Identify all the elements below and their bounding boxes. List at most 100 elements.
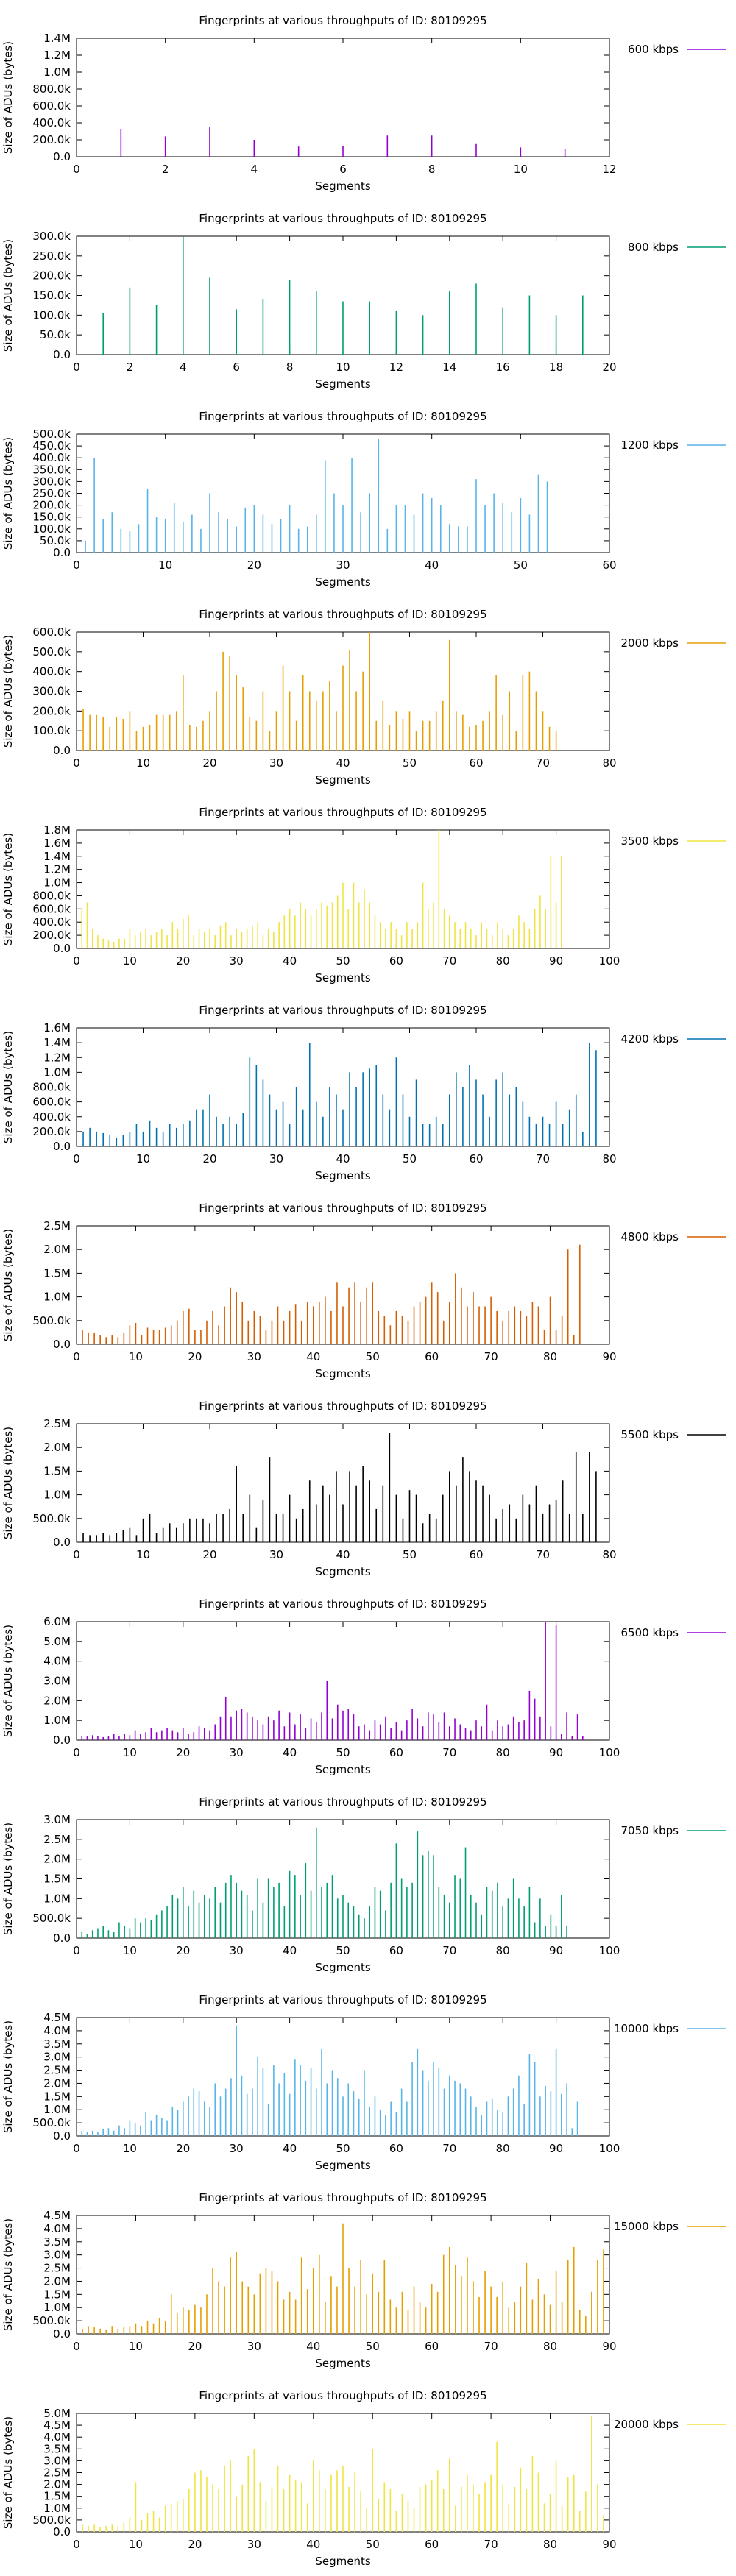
x-tick-label: 50 xyxy=(403,756,417,770)
chart-panel: Fingerprints at various throughputs of I… xyxy=(0,2375,736,2573)
y-tick-label: 2.5M xyxy=(43,2262,71,2275)
x-tick-label: 18 xyxy=(549,361,563,374)
x-tick-label: 10 xyxy=(136,1152,150,1165)
y-tick-label: 4.5M xyxy=(43,2209,71,2222)
x-tick-label: 60 xyxy=(469,756,483,770)
y-tick-label: 1.5M xyxy=(43,1873,71,1886)
chart-panel: Fingerprints at various throughputs of I… xyxy=(0,990,736,1188)
x-tick-label: 6 xyxy=(339,163,347,176)
y-tick-label: 0.0 xyxy=(53,1931,71,1945)
chart-panel: Fingerprints at various throughputs of I… xyxy=(0,1781,736,1979)
x-axis-label: Segments xyxy=(315,2159,371,2172)
y-tick-label: 350.0k xyxy=(32,463,71,476)
y-axis-label: Size of ADUs (bytes) xyxy=(1,635,15,748)
x-tick-label: 0 xyxy=(73,756,80,770)
chart-panel: Fingerprints at various throughputs of I… xyxy=(0,1583,736,1781)
x-tick-label: 80 xyxy=(543,1350,557,1363)
y-tick-label: 2.5M xyxy=(43,2466,71,2480)
y-tick-label: 3.5M xyxy=(43,2235,71,2249)
chart-title: Fingerprints at various throughputs of I… xyxy=(199,1597,486,1611)
chart-svg: Fingerprints at various throughputs of I… xyxy=(1,212,726,391)
y-tick-label: 2.5M xyxy=(43,1219,71,1232)
x-tick-label: 90 xyxy=(549,954,563,968)
y-tick-label: 3.5M xyxy=(43,2037,71,2051)
y-tick-label: 1.5M xyxy=(43,2090,71,2103)
y-tick-label: 2.0M xyxy=(43,1441,71,1454)
x-tick-label: 40 xyxy=(306,2340,320,2353)
y-tick-label: 0.0 xyxy=(53,1140,71,1153)
x-tick-label: 30 xyxy=(230,2142,244,2155)
x-tick-label: 12 xyxy=(389,361,403,374)
legend-label: 600 kbps xyxy=(628,43,679,56)
chart-svg: Fingerprints at various throughputs of I… xyxy=(1,1993,726,2172)
y-tick-label: 500.0k xyxy=(32,2314,71,2327)
legend-label: 7050 kbps xyxy=(621,1824,679,1837)
chart-title: Fingerprints at various throughputs of I… xyxy=(199,410,486,423)
x-tick-label: 70 xyxy=(484,1350,498,1363)
x-tick-label: 20 xyxy=(202,1548,216,1561)
y-tick-label: 1.0M xyxy=(43,1065,71,1079)
y-tick-label: 500.0k xyxy=(32,1314,71,1327)
y-tick-label: 200.0k xyxy=(32,929,71,942)
x-tick-label: 0 xyxy=(73,2340,80,2353)
chart-svg: Fingerprints at various throughputs of I… xyxy=(1,1202,726,1380)
x-tick-label: 30 xyxy=(247,2340,261,2353)
x-tick-label: 90 xyxy=(549,2142,563,2155)
chart-svg: Fingerprints at various throughputs of I… xyxy=(1,2389,726,2568)
x-tick-label: 20 xyxy=(202,756,216,770)
x-tick-label: 80 xyxy=(543,2538,557,2551)
y-tick-label: 1.4M xyxy=(43,1036,71,1049)
x-tick-label: 2 xyxy=(162,163,169,176)
x-tick-label: 10 xyxy=(129,2340,143,2353)
y-tick-label: 0.0 xyxy=(53,744,71,757)
chart-svg: Fingerprints at various throughputs of I… xyxy=(1,1795,726,1974)
legend-label: 4200 kbps xyxy=(621,1032,679,1046)
y-tick-label: 0.0 xyxy=(53,2525,71,2538)
y-tick-label: 2.5M xyxy=(43,1417,71,1430)
x-axis-label: Segments xyxy=(315,773,371,787)
x-tick-label: 10 xyxy=(123,1746,137,1759)
x-tick-label: 50 xyxy=(514,558,528,572)
x-tick-label: 60 xyxy=(425,1350,439,1363)
x-tick-label: 40 xyxy=(336,1548,350,1561)
x-tick-label: 60 xyxy=(389,1746,403,1759)
x-tick-label: 10 xyxy=(123,1944,137,1957)
x-tick-label: 0 xyxy=(73,1152,80,1165)
y-tick-label: 450.0k xyxy=(32,439,71,453)
y-axis-label: Size of ADUs (bytes) xyxy=(1,2020,15,2133)
y-tick-label: 0.0 xyxy=(53,2327,71,2341)
y-tick-label: 3.0M xyxy=(43,2051,71,2064)
x-tick-label: 20 xyxy=(602,361,616,374)
y-tick-label: 0.0 xyxy=(53,1734,71,1747)
y-tick-label: 1.5M xyxy=(43,2490,71,2503)
y-tick-label: 500.0k xyxy=(32,2116,71,2129)
legend-label: 800 kbps xyxy=(628,241,679,254)
x-tick-label: 40 xyxy=(283,1746,297,1759)
x-tick-label: 0 xyxy=(73,361,80,374)
x-tick-label: 12 xyxy=(602,163,616,176)
x-tick-label: 0 xyxy=(73,1548,80,1561)
y-tick-label: 400.0k xyxy=(32,1110,71,1124)
x-tick-label: 50 xyxy=(336,1944,350,1957)
y-tick-label: 50.0k xyxy=(40,328,71,341)
x-tick-label: 30 xyxy=(269,756,283,770)
y-tick-label: 300.0k xyxy=(32,230,71,243)
y-tick-label: 4.0M xyxy=(43,1655,71,1668)
y-tick-label: 1.0M xyxy=(43,65,71,79)
y-axis-label: Size of ADUs (bytes) xyxy=(1,2218,15,2331)
x-tick-label: 20 xyxy=(188,2340,202,2353)
y-tick-label: 0.0 xyxy=(53,546,71,559)
y-tick-label: 600.0k xyxy=(32,625,71,639)
x-tick-label: 30 xyxy=(230,1944,244,1957)
y-tick-label: 400.0k xyxy=(32,116,71,129)
y-tick-label: 100.0k xyxy=(32,522,71,536)
x-tick-label: 10 xyxy=(336,361,350,374)
x-tick-label: 20 xyxy=(176,2142,190,2155)
x-tick-label: 80 xyxy=(602,1548,616,1561)
y-tick-label: 1.2M xyxy=(43,1051,71,1064)
x-tick-label: 50 xyxy=(403,1548,417,1561)
y-tick-label: 150.0k xyxy=(32,289,71,302)
x-tick-label: 20 xyxy=(176,1944,190,1957)
x-tick-label: 80 xyxy=(496,1746,510,1759)
